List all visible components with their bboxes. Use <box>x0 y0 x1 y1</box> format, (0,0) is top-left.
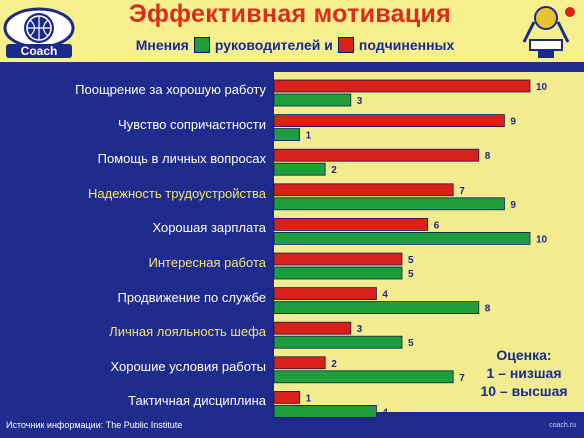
bar-subordinates <box>273 321 352 335</box>
bar-subordinates <box>273 356 326 370</box>
bar-subordinates <box>273 217 429 231</box>
bar-value-label: 5 <box>408 338 414 349</box>
bar-value-label: 10 <box>536 82 548 93</box>
bar-subordinates <box>273 114 505 127</box>
bar-managers <box>273 404 377 418</box>
bar-value-label: 7 <box>459 186 465 197</box>
bar-subordinates <box>273 287 377 301</box>
bar-subordinates <box>273 183 454 197</box>
bar-managers <box>273 197 505 211</box>
legend-label-green: руководителей и <box>214 37 333 53</box>
logo-text: Coach <box>21 44 58 58</box>
bar-subordinates <box>273 79 531 93</box>
bar-managers <box>273 162 326 176</box>
bar-value-label: 1 <box>306 393 312 404</box>
bar-managers <box>273 93 352 107</box>
bar-subordinates <box>273 252 403 266</box>
legend-swatch-green <box>193 37 210 53</box>
bar-value-label: 6 <box>434 220 440 231</box>
scale-note-heading: Оценка: <box>496 347 552 363</box>
bar-managers <box>273 370 454 384</box>
bar-value-label: 5 <box>408 255 414 266</box>
bar-subordinates <box>273 148 480 162</box>
scale-note: Оценка: 1 – низшая 10 – высшая <box>470 346 578 400</box>
bar-value-label: 9 <box>510 117 516 128</box>
bar-value-label: 8 <box>485 151 491 162</box>
bar-value-label: 5 <box>408 269 414 280</box>
legend-prefix: Мнения <box>135 37 189 53</box>
source-note: Источник информации: The Public Institut… <box>6 420 183 430</box>
bar-managers <box>273 128 301 142</box>
trophy-illustration-icon <box>512 2 582 60</box>
bar-value-label: 1 <box>306 131 312 142</box>
scale-note-low: 1 – низшая <box>486 365 562 381</box>
scale-note-high: 10 – высшая <box>480 383 568 399</box>
header-banner: Coach Эффективная мотивация Мнения руков… <box>0 0 584 62</box>
bar-value-label: 3 <box>357 96 363 107</box>
bar-value-label: 3 <box>357 324 363 335</box>
bar-value-label: 2 <box>331 165 337 176</box>
legend: Мнения руководителей и подчиненных <box>80 34 510 56</box>
legend-label-red: подчиненных <box>358 37 455 53</box>
slide-title: Эффективная мотивация <box>128 0 452 28</box>
bar-value-label: 4 <box>382 407 388 418</box>
bar-value-label: 9 <box>510 200 516 211</box>
eye-logo-icon: Coach <box>3 7 75 58</box>
legend-swatch-red <box>337 37 354 53</box>
bar-value-label: 10 <box>536 234 548 245</box>
bar-subordinates <box>273 390 301 404</box>
bar-value-label: 4 <box>382 290 388 301</box>
bar-managers <box>273 301 480 315</box>
site-url: coach.ru <box>549 422 576 429</box>
bar-value-label: 2 <box>331 359 337 370</box>
bar-managers <box>273 335 403 349</box>
bar-managers <box>273 231 531 245</box>
bar-managers <box>273 266 403 280</box>
bar-value-label: 7 <box>459 373 465 384</box>
bar-value-label: 8 <box>485 304 491 315</box>
